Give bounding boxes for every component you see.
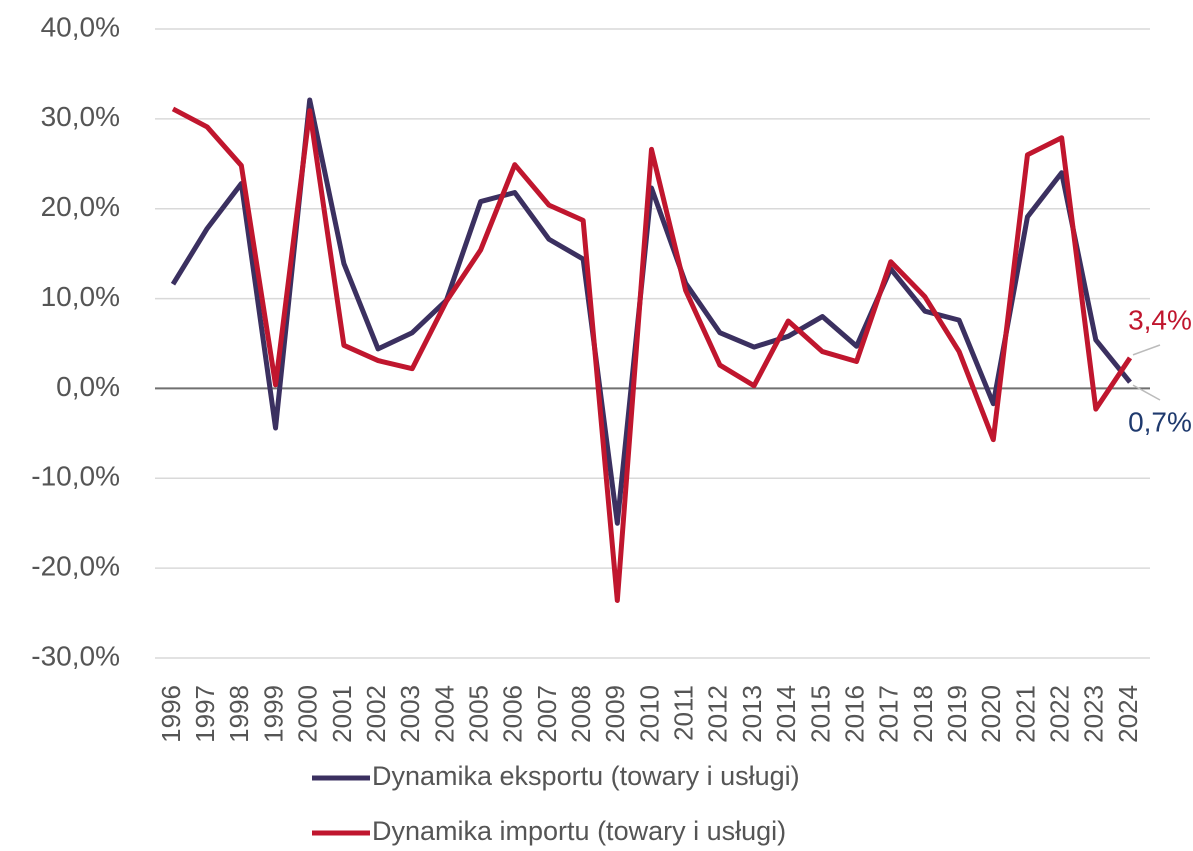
x-tick-label: 2010	[634, 685, 664, 743]
legend-label: Dynamika importu (towary i usługi)	[372, 816, 786, 846]
x-tick-label: 1999	[258, 685, 288, 743]
x-tick-label: 2012	[703, 685, 733, 743]
x-tick-label: 2014	[771, 685, 801, 743]
leader-line	[1132, 344, 1161, 356]
x-tick-label: 2005	[463, 685, 493, 743]
legend-label: Dynamika eksportu (towary i usługi)	[372, 761, 800, 791]
y-tick-label: -10,0%	[31, 461, 120, 492]
x-tick-label: 2003	[395, 685, 425, 743]
x-tick-label: 2023	[1079, 685, 1109, 743]
x-tick-label: 2002	[361, 685, 391, 743]
y-tick-label: 10,0%	[41, 281, 120, 312]
data-label: 3,4%	[1128, 304, 1192, 335]
x-tick-label: 2000	[293, 685, 323, 743]
x-tick-label: 2022	[1045, 685, 1075, 743]
x-tick-label: 2011	[669, 685, 699, 741]
series-line	[171, 106, 1133, 603]
x-tick-label: 2021	[1010, 685, 1040, 743]
series-line	[170, 97, 1132, 526]
y-tick-label: 40,0%	[41, 11, 120, 42]
x-tick-label: 2020	[976, 685, 1006, 743]
y-tick-label: 0,0%	[56, 371, 120, 402]
data-label: 0,7%	[1128, 406, 1192, 437]
x-tick-label: 2001	[327, 685, 357, 743]
leader-line	[1132, 384, 1161, 401]
x-tick-label: 2017	[874, 685, 904, 743]
x-tick-label: 2004	[429, 685, 459, 743]
x-tick-label: 1998	[224, 685, 254, 743]
x-tick-label: 2016	[839, 685, 869, 743]
x-tick-label: 2013	[737, 685, 767, 743]
x-tick-label: 2008	[566, 685, 596, 743]
x-tick-label: 2024	[1113, 685, 1143, 743]
x-tick-label: 2006	[498, 685, 528, 743]
y-tick-label: -20,0%	[31, 551, 120, 582]
x-tick-label: 2019	[942, 685, 972, 743]
y-tick-label: 30,0%	[41, 101, 120, 132]
x-tick-label: 1996	[156, 685, 186, 743]
y-tick-label: -30,0%	[31, 640, 120, 671]
x-tick-label: 2007	[532, 685, 562, 743]
x-tick-label: 2018	[908, 685, 938, 743]
x-tick-label: 1997	[190, 685, 220, 743]
y-tick-label: 20,0%	[41, 191, 120, 222]
x-tick-label: 2015	[805, 685, 835, 743]
x-tick-label: 2009	[600, 685, 630, 743]
